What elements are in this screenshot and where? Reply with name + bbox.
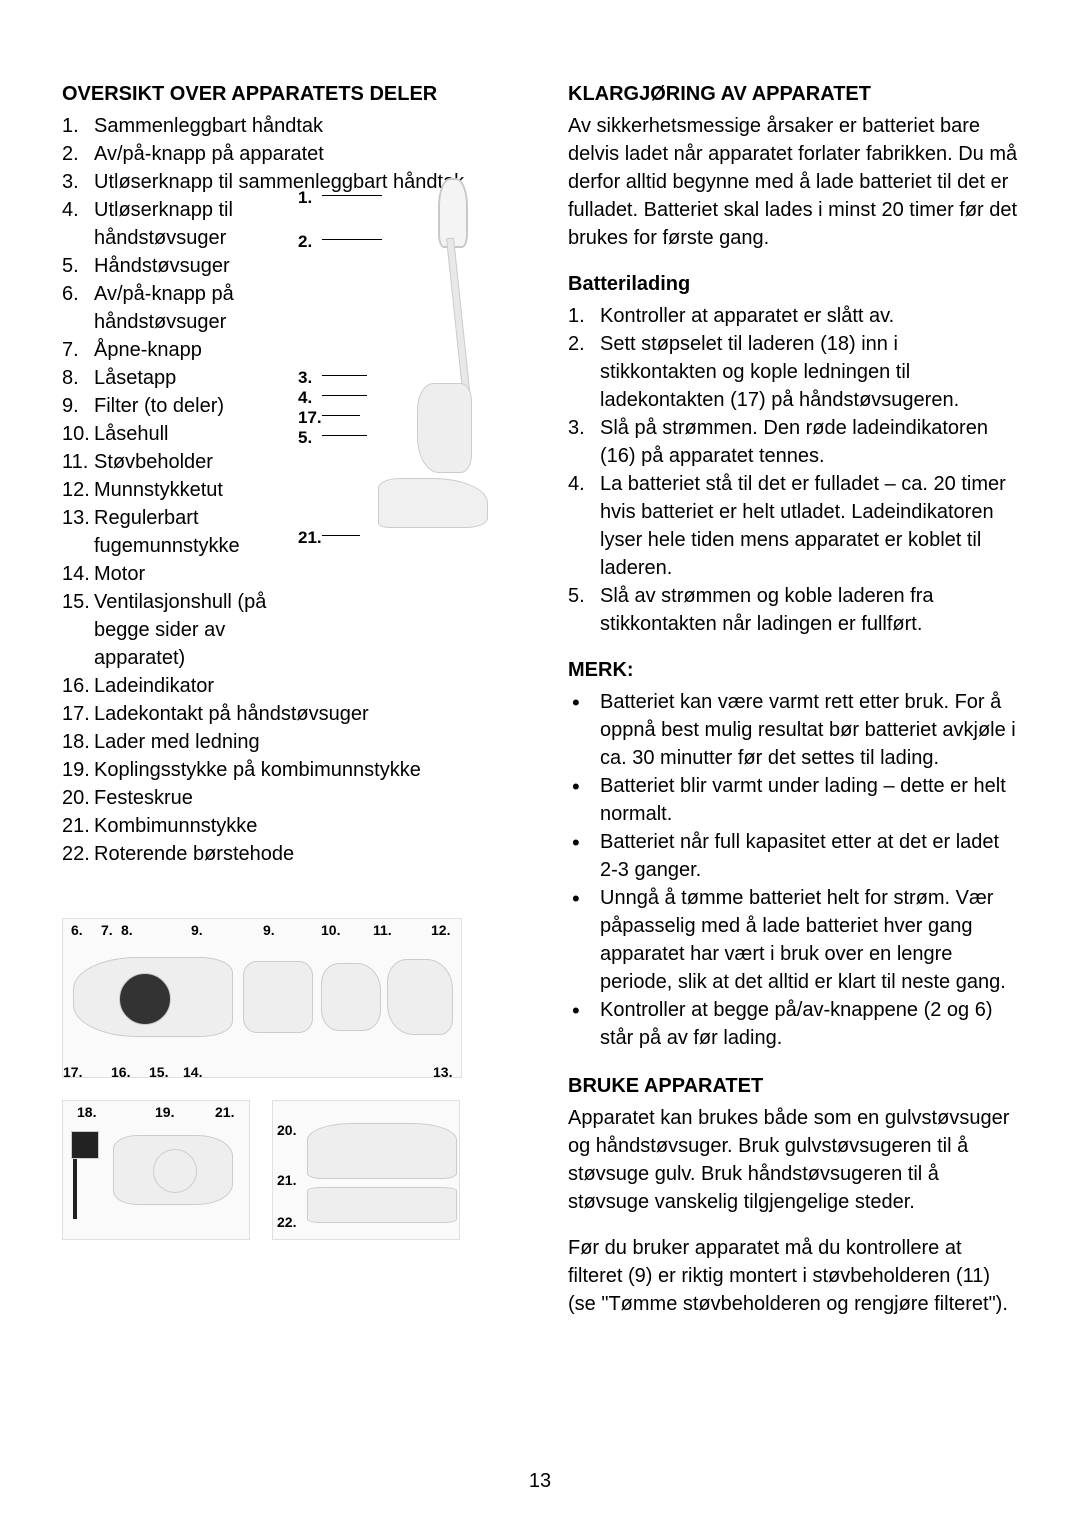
- diagram-callout: 21.: [298, 526, 322, 550]
- diagram-callout: 8.: [121, 921, 133, 941]
- diagram-callout: 6.: [71, 921, 83, 941]
- diagram-callout: 20.: [277, 1121, 296, 1141]
- list-item: Motor: [62, 560, 528, 588]
- list-item: Roterende børstehode: [62, 840, 528, 868]
- using-heading: BRUKE APPARATET: [568, 1072, 1018, 1100]
- list-item: Kontroller at begge på/av-knappene (2 og…: [568, 996, 1018, 1052]
- diagram-callout: 14.: [183, 1063, 202, 1083]
- parts-overview-heading: OVERSIKT OVER APPARATETS DELER: [62, 80, 528, 108]
- diagram-callout: 21.: [277, 1171, 296, 1191]
- diagram-callout: 2.: [298, 230, 312, 254]
- page-number: 13: [0, 1467, 1080, 1495]
- charging-subheading: Batterilading: [568, 270, 1018, 298]
- list-item: La batteriet stå til det er fulladet – c…: [568, 470, 1018, 582]
- page-columns: OVERSIKT OVER APPARATETS DELER Sammenleg…: [62, 80, 1018, 1336]
- use-paragraph-2: Før du bruker apparatet må du kontroller…: [568, 1234, 1018, 1318]
- diagram-charger-nozzle: 18. 19. 21.: [62, 1100, 250, 1240]
- list-item: Batteriet blir varmt under lading – dett…: [568, 772, 1018, 828]
- diagram-bottom-row: 18. 19. 21. 20. 21. 22.: [62, 1100, 528, 1240]
- diagram-callout: 10.: [321, 921, 340, 941]
- diagram-callout: 19.: [155, 1103, 174, 1123]
- diagram-callout: 9.: [263, 921, 275, 941]
- diagram-callout: 7.: [101, 921, 113, 941]
- charging-steps: Kontroller at apparatet er slått av. Set…: [568, 302, 1018, 638]
- list-item: Koplingsstykke på kombimunnstykke: [62, 756, 528, 784]
- right-column: KLARGJØRING AV APPARATET Av sikkerhetsme…: [568, 80, 1018, 1336]
- list-item: Ladeindikator: [62, 672, 528, 700]
- diagram-callout: 21.: [215, 1103, 234, 1123]
- diagram-floorhead: 20. 21. 22.: [272, 1100, 460, 1240]
- diagram-callout: 9.: [191, 921, 203, 941]
- list-item: Kombimunnstykke: [62, 812, 528, 840]
- diagram-callout: 5.: [298, 426, 312, 450]
- list-item: Festeskrue: [62, 784, 528, 812]
- diagram-callout: 18.: [77, 1103, 96, 1123]
- list-item: Unngå å tømme batteriet helt for strøm. …: [568, 884, 1018, 996]
- list-item: Ladekontakt på håndstøvsuger: [62, 700, 528, 728]
- diagram-handheld-parts: 6.7.8.9.9.10.11.12.17.16.15.14.13.: [62, 918, 462, 1078]
- intro-paragraph: Av sikkerhetsmessige årsaker er batterie…: [568, 112, 1018, 252]
- diagram-callout: 11.: [373, 921, 392, 941]
- diagram-callout: 12.: [431, 921, 450, 941]
- list-item: Slå av strømmen og koble laderen fra sti…: [568, 582, 1018, 638]
- diagram-callout: 17.: [63, 1063, 82, 1083]
- vacuum-illustration: [358, 178, 478, 528]
- list-item: Lader med ledning: [62, 728, 528, 756]
- list-item: Batteriet når full kapasitet etter at de…: [568, 828, 1018, 884]
- preparing-heading: KLARGJØRING AV APPARATET: [568, 80, 1018, 108]
- list-item: Sett støpselet til laderen (18) inn i st…: [568, 330, 1018, 414]
- diagram-callout: 16.: [111, 1063, 130, 1083]
- list-item: Batteriet kan være varmt rett etter bruk…: [568, 688, 1018, 772]
- list-item: Slå på strømmen. Den røde ladeindikatore…: [568, 414, 1018, 470]
- notes-list: Batteriet kan være varmt rett etter bruk…: [568, 688, 1018, 1052]
- diagram-callout: 1.: [298, 186, 312, 210]
- diagram-callout: 13.: [433, 1063, 452, 1083]
- use-paragraph-1: Apparatet kan brukes både som en gulvstø…: [568, 1104, 1018, 1216]
- left-column: OVERSIKT OVER APPARATETS DELER Sammenleg…: [62, 80, 528, 1336]
- diagram-main-vacuum: 1.2.3.4.17.5.21.: [298, 168, 498, 548]
- diagram-callout: 22.: [277, 1213, 296, 1233]
- note-subheading: MERK:: [568, 656, 1018, 684]
- diagram-callout: 15.: [149, 1063, 168, 1083]
- list-item: Av/på-knapp på apparatet: [62, 140, 528, 168]
- list-item: Ventilasjonshull (på begge sider av appa…: [62, 588, 528, 672]
- list-item: Sammenleggbart håndtak: [62, 112, 528, 140]
- list-item: Kontroller at apparatet er slått av.: [568, 302, 1018, 330]
